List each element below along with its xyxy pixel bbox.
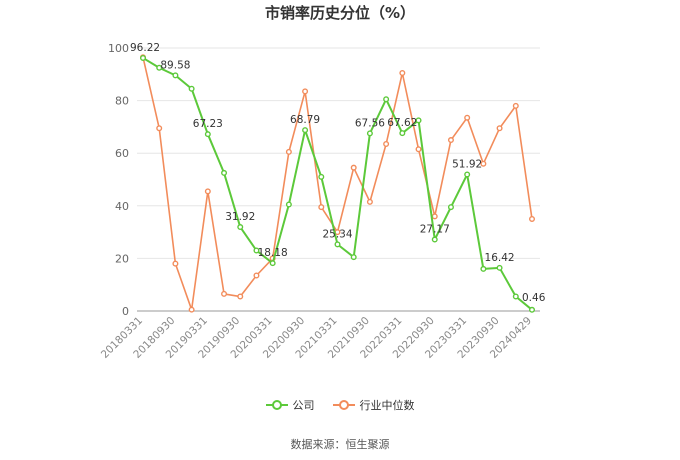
- data-point-company: [334, 241, 341, 248]
- data-point-industry-median: [285, 148, 292, 155]
- data-point-company: [285, 201, 292, 208]
- data-label: 51.92: [452, 158, 482, 170]
- data-label: 67.56: [355, 117, 385, 129]
- data-label: 25.34: [322, 228, 352, 240]
- data-label: 67.62: [387, 117, 417, 129]
- data-label: 27.17: [420, 224, 450, 236]
- data-label: 31.92: [225, 211, 255, 223]
- data-point-industry-median: [350, 164, 357, 171]
- chart-title: 市销率历史分位（%）: [264, 4, 416, 22]
- y-tick-label: 60: [115, 147, 129, 160]
- data-point-industry-median: [431, 213, 438, 220]
- data-label: 68.79: [290, 114, 320, 126]
- data-point-industry-median: [399, 69, 406, 76]
- data-point-industry-median: [318, 204, 325, 211]
- data-point-industry-median: [447, 137, 454, 144]
- data-point-company: [302, 127, 309, 134]
- data-point-industry-median: [302, 88, 309, 95]
- data-point-company: [383, 96, 390, 103]
- y-tick-label: 0: [122, 305, 129, 318]
- data-point-industry-median: [529, 215, 536, 222]
- data-point-industry-median: [464, 114, 471, 121]
- data-point-company: [399, 130, 406, 137]
- data-label: 67.23: [193, 118, 223, 130]
- legend-item-company[interactable]: 公司: [265, 397, 315, 413]
- legend-item-industry-median[interactable]: 行业中位数: [332, 397, 415, 413]
- data-point-company: [221, 169, 228, 176]
- data-point-company: [529, 306, 536, 313]
- y-tick-label: 100: [108, 42, 129, 55]
- y-tick-label: 40: [115, 200, 129, 213]
- data-point-company: [464, 171, 471, 178]
- data-point-company: [139, 54, 146, 61]
- data-point-industry-median: [415, 146, 422, 153]
- axes: 0204060801002018033120180930201903312019…: [99, 42, 540, 361]
- grid-lines: [137, 47, 540, 259]
- data-point-industry-median: [188, 306, 195, 313]
- data-label: 16.42: [485, 252, 515, 264]
- data-point-company: [172, 72, 179, 79]
- data-point-company: [188, 85, 195, 92]
- data-point-industry-median: [156, 125, 163, 132]
- y-tick-label: 20: [115, 252, 129, 265]
- legend-label-company: 公司: [292, 399, 315, 412]
- data-point-industry-median: [172, 260, 179, 267]
- data-point-company: [415, 117, 422, 124]
- data-point-industry-median: [366, 198, 373, 205]
- data-point-company: [237, 224, 244, 231]
- data-point-industry-median: [204, 188, 211, 195]
- data-point-company: [447, 204, 454, 211]
- series-lines: [139, 54, 536, 313]
- data-point-company: [269, 260, 276, 267]
- legend: 公司 行业中位数: [0, 397, 680, 413]
- data-point-company: [253, 247, 260, 254]
- data-point-company: [204, 131, 211, 138]
- data-source: 数据来源：恒生聚源: [290, 438, 390, 451]
- data-label: 18.18: [258, 247, 288, 259]
- data-point-industry-median: [383, 140, 390, 147]
- series-line-company: [142, 57, 533, 311]
- data-point-company: [431, 236, 438, 243]
- data-point-industry-median: [480, 160, 487, 167]
- data-label: 0.46: [522, 292, 546, 304]
- data-point-industry-median: [221, 290, 228, 297]
- data-point-company: [366, 130, 373, 137]
- y-tick-label: 80: [115, 95, 129, 108]
- data-point-company: [156, 64, 163, 71]
- data-point-company: [480, 265, 487, 272]
- data-label: 96.22: [130, 42, 160, 54]
- data-point-company: [512, 293, 519, 300]
- data-point-company: [318, 173, 325, 180]
- legend-swatch-industry-median: [332, 399, 355, 411]
- data-point-company: [350, 254, 357, 261]
- data-point-industry-median: [253, 272, 260, 279]
- data-point-industry-median: [237, 293, 244, 300]
- data-point-company: [496, 264, 503, 271]
- series-line-industry-median: [142, 57, 533, 311]
- legend-label-industry-median: 行业中位数: [359, 399, 415, 412]
- data-point-industry-median: [512, 102, 519, 109]
- data-label: 89.58: [160, 59, 190, 71]
- data-point-industry-median: [496, 125, 503, 132]
- legend-swatch-company: [265, 399, 288, 411]
